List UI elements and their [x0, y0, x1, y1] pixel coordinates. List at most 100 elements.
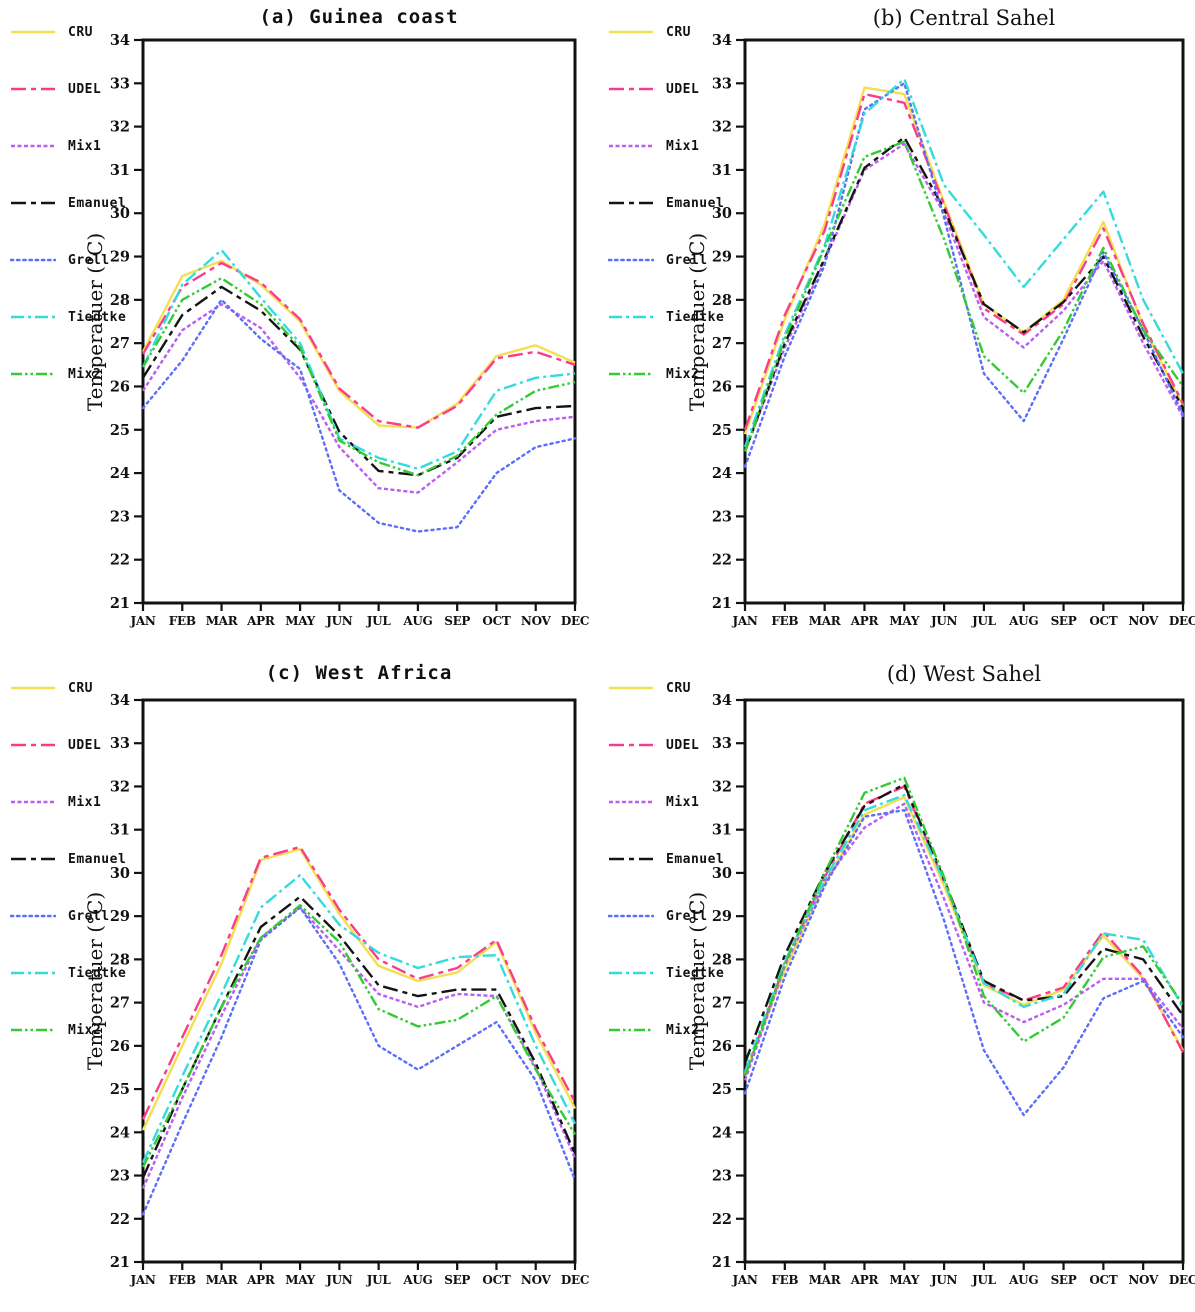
- x-tick-label: AUG: [1008, 1273, 1038, 1287]
- x-tick-label: MAR: [206, 1273, 239, 1287]
- series-grell: [141, 298, 577, 533]
- legend-label: Emanuel: [68, 195, 127, 211]
- y-tick-label: 24: [110, 465, 130, 482]
- series-mix2: [141, 277, 576, 477]
- plot-frame: [743, 38, 1185, 605]
- y-tick-label: 33: [712, 75, 732, 92]
- legend-label: UDEL: [68, 737, 102, 753]
- legend-label: Mix1: [666, 794, 700, 810]
- legend-line-swatch: [11, 743, 55, 747]
- legend-item-tiedtke: Tiedtke: [10, 309, 126, 325]
- y-tick-label: 32: [110, 778, 130, 795]
- y-tick-label: 28: [712, 951, 732, 968]
- series-udel: [743, 92, 1185, 431]
- legend-line-swatch: [11, 857, 55, 861]
- legend-line-swatch: [10, 914, 56, 918]
- legend-item-cru: CRU: [608, 680, 724, 696]
- x-tick-label: DEC: [1169, 1273, 1195, 1287]
- x-tick-label: DEC: [561, 1273, 589, 1287]
- x-tick-label: FEB: [169, 614, 196, 628]
- legend-item-mix2: Mix2: [10, 1022, 126, 1038]
- y-tick-label: 26: [110, 1038, 130, 1055]
- y-tick-label: 25: [110, 422, 130, 439]
- y-tick-label: 29: [110, 249, 130, 266]
- x-tick-label: JAN: [129, 1273, 155, 1287]
- series-mix2: [141, 904, 577, 1168]
- legend-item-udel: UDEL: [608, 81, 724, 97]
- legend-label: Grell: [68, 908, 110, 924]
- series-mix1: [743, 802, 1184, 1081]
- y-tick-label: 25: [712, 1081, 732, 1098]
- panel-west-africa: CRU UDEL Mix1 Emanuel Grell Tiedtke Mix2 (c) W…: [0, 656, 597, 1312]
- series-tiedtke: [141, 873, 577, 1164]
- x-tick-label: OCT: [482, 614, 510, 628]
- legend-line-swatch: [609, 30, 653, 34]
- legend-item-udel: UDEL: [10, 81, 126, 97]
- y-tick-label: 21: [712, 1254, 732, 1271]
- legend-line-swatch: [11, 686, 55, 690]
- y-tick-label: 27: [110, 995, 130, 1012]
- legend-label: CRU: [68, 680, 93, 696]
- x-tick-label: OCT: [1089, 1273, 1117, 1287]
- x-tick-label: FEB: [771, 1273, 798, 1287]
- line-chart: 21 22 23 24 25 26 27 28 29 30 31 32 33 34 JAN FEB MAR APR…: [712, 32, 1195, 628]
- series-emanuel: [141, 895, 577, 1179]
- series-mix2: [743, 776, 1184, 1077]
- x-tick-label: MAR: [809, 614, 842, 628]
- y-tick-label: 31: [712, 822, 732, 839]
- legend-item-mix2: Mix2: [10, 366, 126, 382]
- y-tick-label: 31: [110, 822, 130, 839]
- legend-label: UDEL: [68, 81, 102, 97]
- legend-line-swatch: [609, 1028, 653, 1032]
- legend-label: Mix1: [68, 138, 102, 154]
- x-tick-label: DEC: [561, 614, 589, 628]
- series-grell: [743, 808, 1185, 1117]
- x-tick-label: NOV: [1128, 1273, 1159, 1287]
- series-udel: [141, 845, 577, 1120]
- legend-line-swatch: [608, 914, 654, 918]
- y-tick-label: 23: [110, 1168, 130, 1185]
- legend-line-swatch: [10, 258, 56, 262]
- legend-label: Mix2: [68, 1022, 102, 1038]
- x-tick-label: AUG: [402, 1273, 432, 1287]
- y-tick-label: 26: [712, 1038, 732, 1055]
- x-tick-label: JAN: [129, 614, 155, 628]
- legend-label: Emanuel: [666, 195, 725, 211]
- legend-item-tiedtke: Tiedtke: [10, 965, 126, 981]
- y-tick-label: 30: [712, 205, 732, 222]
- legend-line-swatch: [609, 87, 653, 91]
- y-tick-label: 28: [110, 292, 130, 309]
- y-tick-label: 32: [712, 119, 732, 136]
- x-tick-label: APR: [850, 1273, 880, 1287]
- series-emanuel: [743, 783, 1184, 1064]
- x-tick-label: AUG: [1008, 614, 1038, 628]
- x-tick-label: JUL: [971, 1273, 997, 1287]
- legend-line-swatch: [609, 372, 653, 376]
- legend: CRU UDEL Mix1 Emanuel Grell Tiedtke Mix2: [10, 24, 126, 423]
- series-cru: [141, 259, 576, 429]
- legend-label: CRU: [666, 24, 691, 40]
- y-tick-label: 34: [110, 32, 130, 49]
- series-grell: [141, 906, 577, 1216]
- y-tick-label: 27: [110, 335, 130, 352]
- x-tick-label: MAR: [809, 1273, 842, 1287]
- legend-label: Grell: [68, 252, 110, 268]
- x-tick-label: MAY: [889, 614, 919, 628]
- line-chart: 21 22 23 24 25 26 27 28 29 30 31 32 33 34 JAN FEB MAR APR…: [712, 692, 1195, 1287]
- plot-frame: [743, 698, 1185, 1264]
- series-udel: [141, 261, 576, 429]
- legend-label: Tiedtke: [666, 965, 725, 981]
- y-tick-label: 33: [110, 735, 130, 752]
- legend-line-swatch: [609, 144, 653, 148]
- legend-item-emanuel: Emanuel: [10, 851, 126, 867]
- x-tick-label: FEB: [771, 614, 798, 628]
- x-tick-label: APR: [246, 614, 276, 628]
- y-tick-label: 27: [712, 995, 732, 1012]
- legend-line-swatch: [11, 315, 55, 319]
- legend: CRU UDEL Mix1 Emanuel Grell Tiedtke Mix2: [608, 24, 724, 423]
- y-tick-label: 24: [110, 1124, 130, 1141]
- legend-item-cru: CRU: [10, 24, 126, 40]
- y-tick-label: 32: [712, 778, 732, 795]
- x-tick-label: JUN: [930, 614, 958, 628]
